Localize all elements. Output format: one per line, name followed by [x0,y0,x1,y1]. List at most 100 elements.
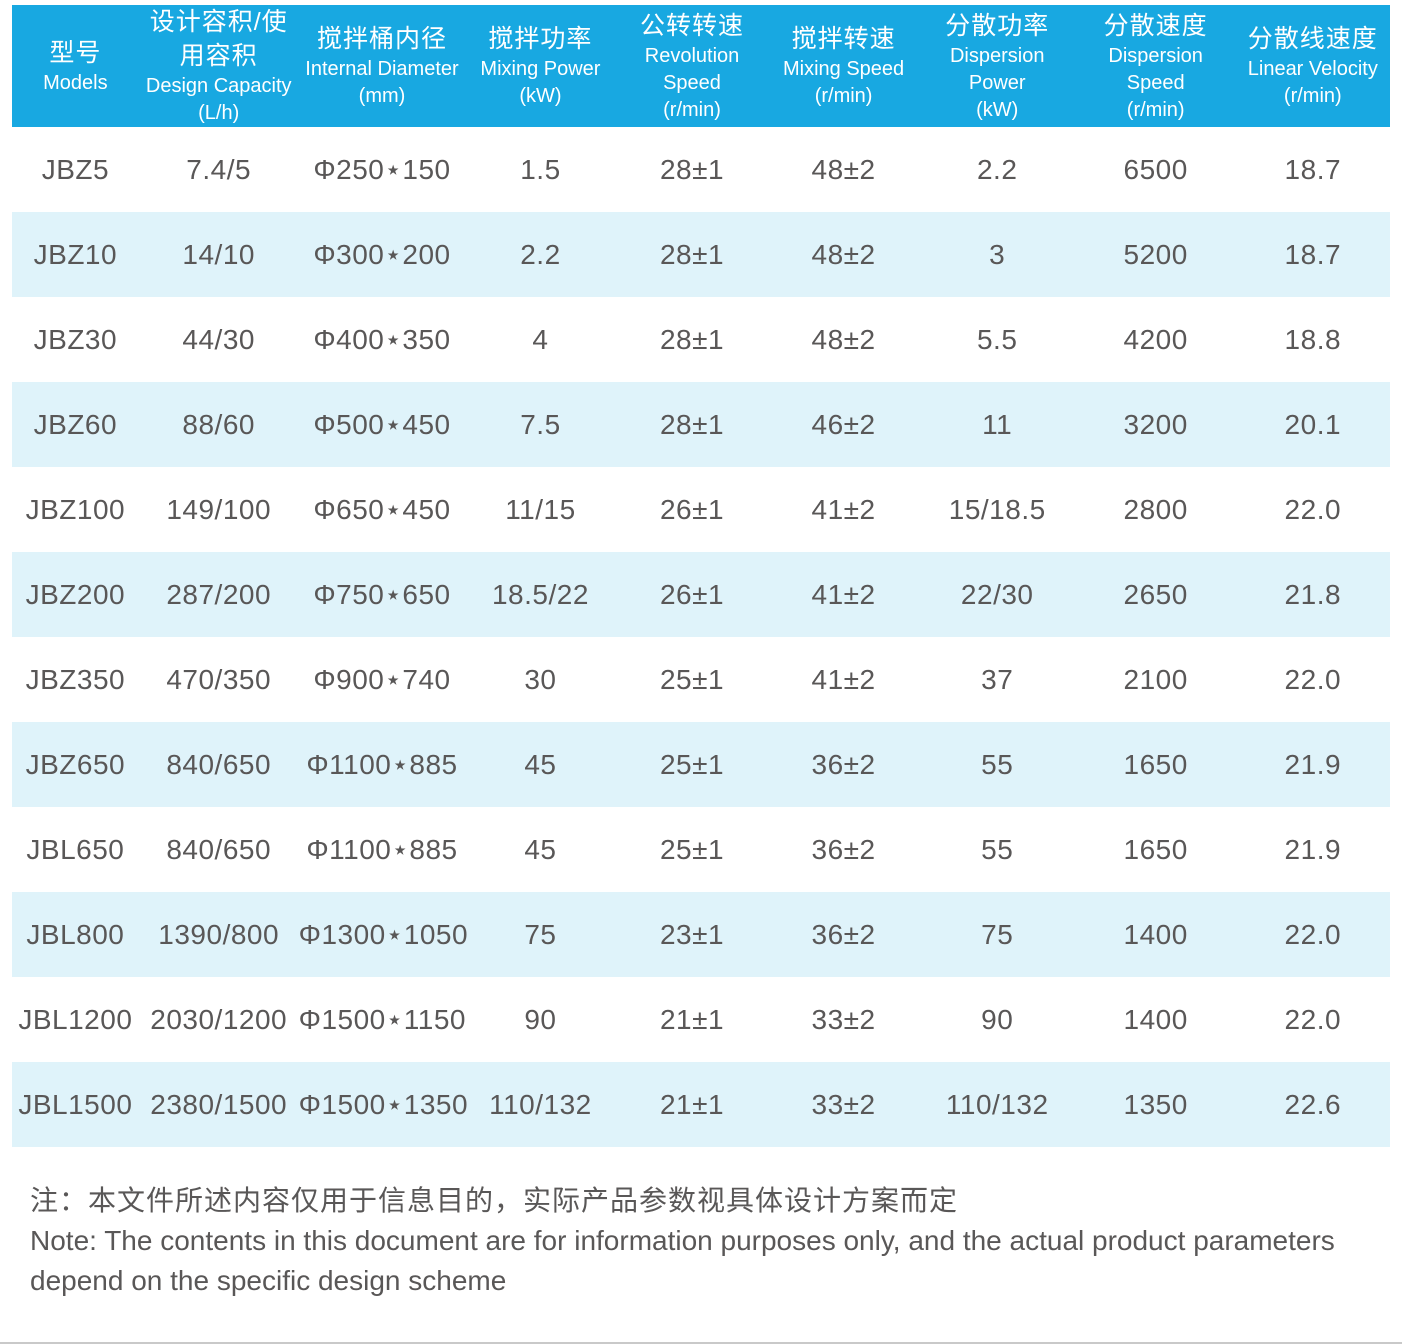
value-cell: Φ250⋆150 [298,127,466,212]
model-cell: JBL650 [12,807,139,892]
value-cell: 18.8 [1235,297,1390,382]
col-header-cn: 搅拌功率 [488,25,593,53]
model-cell: JBL1500 [12,1062,139,1147]
value-cell: 28±1 [615,127,769,212]
spec-sheet: 型号 Models 设计容积/使用容积 Design Capacity (L/h… [12,5,1390,1301]
value-cell: 2030/1200 [138,977,299,1062]
table-row: JBZ350 470/350 Φ900⋆740 30 25±1 41±2 37 2100 22.… [12,637,1390,722]
col-header-unit: (kW) [519,85,562,107]
col-header-unit: (mm) [358,85,406,107]
table-row: JBZ100 149/100 Φ650⋆450 11/15 26±1 41±2 15/18.… [12,467,1390,552]
col-header-en: Linear Velocity [1247,58,1378,80]
value-cell: 2800 [1075,467,1236,552]
value-cell: 90 [918,977,1076,1062]
table-row: JBZ30 44/30 Φ400⋆350 4 28±1 48±2 5.5 4200 18.8 [12,297,1390,382]
value-cell: 7.5 [465,382,616,467]
value-cell: 11 [918,382,1076,467]
model-cell: JBZ60 [12,382,139,467]
col-header-en: Models [43,71,108,94]
value-cell: 45 [465,807,616,892]
value-cell: 26±1 [615,467,769,552]
value-cell: 2.2 [465,212,616,297]
value-cell: 1.5 [465,127,616,212]
value-cell: 90 [465,977,616,1062]
value-cell: 18.5/22 [465,552,616,637]
col-header-unit: (r/min) [1126,98,1185,121]
value-cell: 7.4/5 [138,127,299,212]
value-cell: 287/200 [138,552,299,637]
value-cell: 41±2 [768,552,919,637]
col-header-internal-diameter: 搅拌桶内径 Internal Diameter (mm) [298,5,466,127]
value-cell: 2380/1500 [138,1062,299,1147]
value-cell: 25±1 [615,637,769,722]
value-cell: 1400 [1075,892,1236,977]
value-cell: 22/30 [918,552,1076,637]
col-header-en: Internal Diameter [305,58,459,80]
footnote: 注：本文件所述内容仅用于信息目的，实际产品参数视具体设计方案而定 Note: T… [30,1181,1372,1301]
col-header-mixing-speed: 搅拌转速 Mixing Speed (r/min) [768,5,919,127]
value-cell: 25±1 [615,722,769,807]
col-header-en: Mixing Speed [782,58,905,80]
value-cell: 21.8 [1235,552,1390,637]
value-cell: Φ300⋆200 [298,212,466,297]
value-cell: 11/15 [465,467,616,552]
col-header-cn: 搅拌转速 [791,25,896,53]
value-cell: 1390/800 [138,892,299,977]
value-cell: 21±1 [615,977,769,1062]
value-cell: 45 [465,722,616,807]
table-row: JBZ200 287/200 Φ750⋆650 18.5/22 26±1 41±2 22/3… [12,552,1390,637]
col-header-unit: (kW) [976,98,1019,121]
table-body: JBZ5 7.4/5 Φ250⋆150 1.5 28±1 48±2 2.2 6500 18.7 J… [12,127,1390,1147]
value-cell: 5200 [1075,212,1236,297]
value-cell: 22.0 [1235,892,1390,977]
table-row: JBL1200 2030/1200 Φ1500⋆1150 90 21±1 33±2 90 14… [12,977,1390,1062]
value-cell: 37 [918,637,1076,722]
value-cell: 470/350 [138,637,299,722]
value-cell: 55 [918,722,1076,807]
col-header-en: Dispersion Power [949,44,1045,94]
value-cell: 41±2 [768,467,919,552]
value-cell: 18.7 [1235,127,1390,212]
table-row: JBZ10 14/10 Φ300⋆200 2.2 28±1 48±2 3 5200 18.7 [12,212,1390,297]
value-cell: 1350 [1075,1062,1236,1147]
value-cell: 36±2 [768,807,919,892]
value-cell: 110/132 [918,1062,1076,1147]
col-header-linear-velocity: 分散线速度 Linear Velocity (r/min) [1235,5,1390,127]
value-cell: Φ750⋆650 [298,552,466,637]
col-header-dispersion-speed: 分散速度 Dispersion Speed (r/min) [1075,5,1236,127]
value-cell: 23±1 [615,892,769,977]
table-row: JBL650 840/650 Φ1100⋆885 45 25±1 36±2 55 1650 21… [12,807,1390,892]
value-cell: 6500 [1075,127,1236,212]
col-header-cn: 分散线速度 [1247,25,1378,53]
value-cell: 20.1 [1235,382,1390,467]
value-cell: 48±2 [768,297,919,382]
value-cell: 36±2 [768,722,919,807]
value-cell: 48±2 [768,127,919,212]
value-cell: 44/30 [138,297,299,382]
col-header-cn: 公转转速 [640,11,745,40]
col-header-en: Mixing Power [480,58,601,80]
value-cell: Φ1500⋆1350 [298,1062,468,1147]
col-header-mixing-power: 搅拌功率 Mixing Power (kW) [465,5,616,127]
value-cell: Φ650⋆450 [298,467,466,552]
table-row: JBL800 1390/800 Φ1300⋆1050 75 23±1 36±2 75 1400… [12,892,1390,977]
value-cell: Φ400⋆350 [298,297,466,382]
table-row: JBZ5 7.4/5 Φ250⋆150 1.5 28±1 48±2 2.2 6500 18.7 [12,127,1390,212]
spec-table: 型号 Models 设计容积/使用容积 Design Capacity (L/h… [12,5,1390,1147]
col-header-design-capacity: 设计容积/使用容积 Design Capacity (L/h) [138,5,299,127]
table-header: 型号 Models 设计容积/使用容积 Design Capacity (L/h… [12,5,1390,127]
value-cell: Φ1300⋆1050 [298,892,468,977]
value-cell: 21.9 [1235,722,1390,807]
col-header-cn: 设计容积/使用容积 [149,8,288,70]
value-cell: 3 [918,212,1076,297]
col-header-en: Dispersion Speed [1108,44,1203,94]
value-cell: 75 [918,892,1076,977]
value-cell: 36±2 [768,892,919,977]
value-cell: Φ1500⋆1150 [298,977,465,1062]
model-cell: JBL800 [12,892,139,977]
value-cell: 22.0 [1235,637,1390,722]
table-row: JBZ60 88/60 Φ500⋆450 7.5 28±1 46±2 11 3200 20.1 [12,382,1390,467]
value-cell: 26±1 [615,552,769,637]
value-cell: 1650 [1075,807,1236,892]
value-cell: 14/10 [138,212,299,297]
